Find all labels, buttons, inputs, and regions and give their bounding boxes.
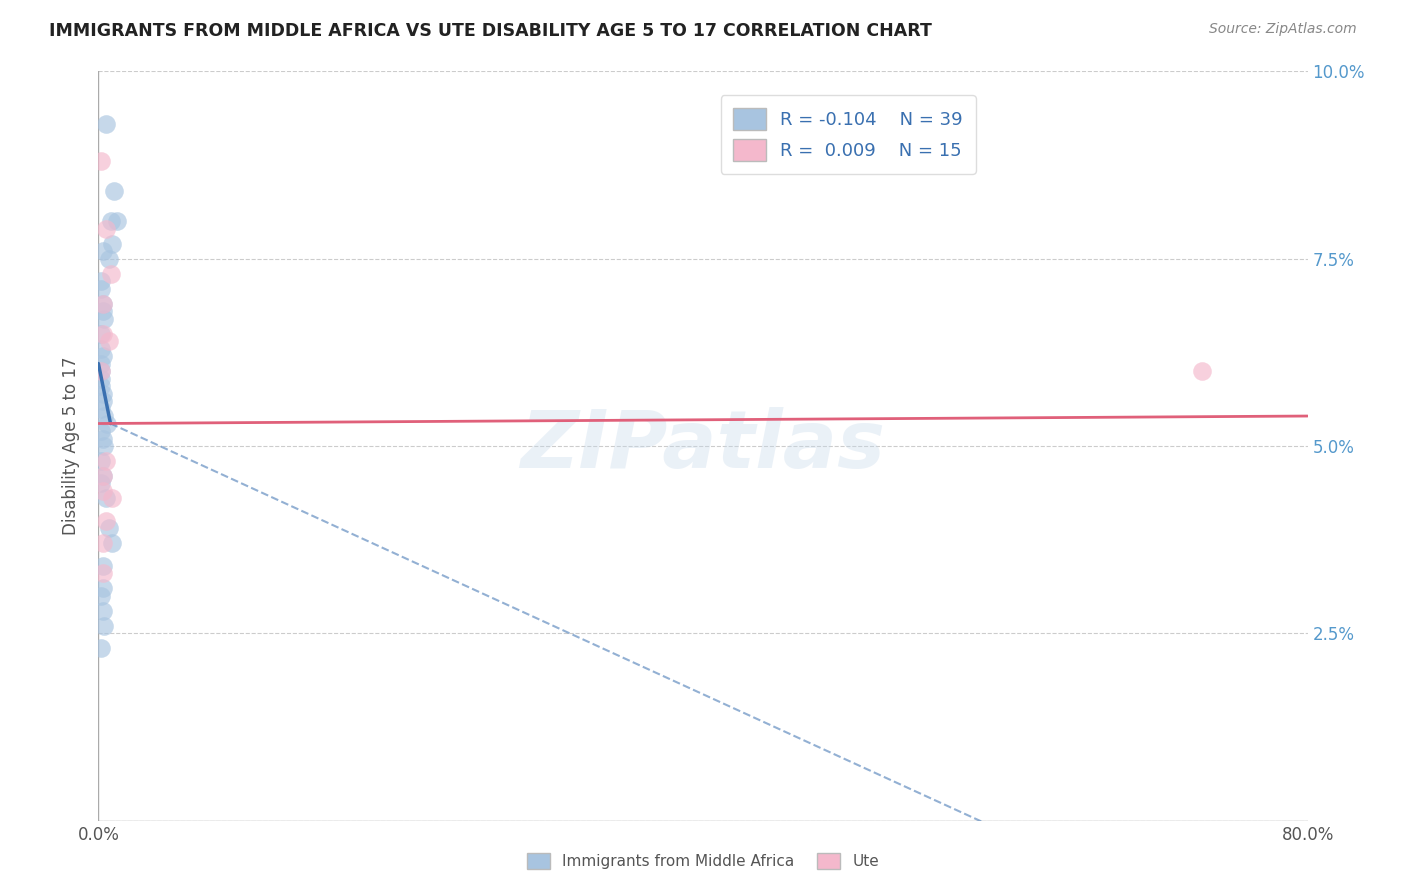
Point [98, 252, 121, 266]
Point [101, 491, 124, 506]
Point [90, 364, 112, 378]
Point [91, 558, 114, 573]
Point [90, 424, 112, 438]
Point [94, 491, 117, 506]
Point [91, 296, 114, 310]
Point [91, 469, 114, 483]
Point [101, 236, 124, 251]
Point [91, 394, 114, 409]
Point [90, 401, 112, 416]
Point [93, 619, 115, 633]
Point [91, 566, 114, 581]
Point [91, 349, 114, 363]
Point [103, 184, 125, 198]
Point [98, 334, 121, 348]
Point [91, 469, 114, 483]
Point [100, 214, 122, 228]
Point [90, 454, 112, 468]
Point [94, 514, 117, 528]
Point [91, 326, 114, 341]
Point [98, 521, 121, 535]
Point [1191, 364, 1213, 378]
Point [94, 117, 117, 131]
Point [90, 589, 112, 603]
Point [94, 454, 117, 468]
Point [91, 244, 114, 259]
Point [91, 483, 114, 498]
Point [100, 267, 122, 281]
Point [90, 364, 112, 378]
Point [90, 641, 112, 656]
Text: ZIPatlas: ZIPatlas [520, 407, 886, 485]
Point [91, 432, 114, 446]
Legend: Immigrants from Middle Africa, Ute: Immigrants from Middle Africa, Ute [520, 847, 886, 875]
Point [91, 304, 114, 318]
Point [90, 326, 112, 341]
Point [96, 417, 118, 431]
Point [105, 214, 128, 228]
Point [90, 357, 112, 371]
Point [93, 409, 115, 423]
Point [94, 221, 117, 235]
Point [91, 536, 114, 550]
Point [93, 311, 115, 326]
Point [90, 154, 112, 169]
Y-axis label: Disability Age 5 to 17: Disability Age 5 to 17 [62, 357, 80, 535]
Point [90, 476, 112, 491]
Point [93, 439, 115, 453]
Text: Source: ZipAtlas.com: Source: ZipAtlas.com [1209, 22, 1357, 37]
Point [90, 379, 112, 393]
Point [91, 582, 114, 596]
Point [90, 274, 112, 288]
Point [91, 296, 114, 310]
Legend: R = -0.104    N = 39, R =  0.009    N = 15: R = -0.104 N = 39, R = 0.009 N = 15 [721, 95, 976, 174]
Text: IMMIGRANTS FROM MIDDLE AFRICA VS UTE DISABILITY AGE 5 TO 17 CORRELATION CHART: IMMIGRANTS FROM MIDDLE AFRICA VS UTE DIS… [49, 22, 932, 40]
Point [90, 342, 112, 356]
Point [91, 604, 114, 618]
Point [90, 371, 112, 385]
Point [91, 386, 114, 401]
Point [101, 536, 124, 550]
Point [90, 282, 112, 296]
